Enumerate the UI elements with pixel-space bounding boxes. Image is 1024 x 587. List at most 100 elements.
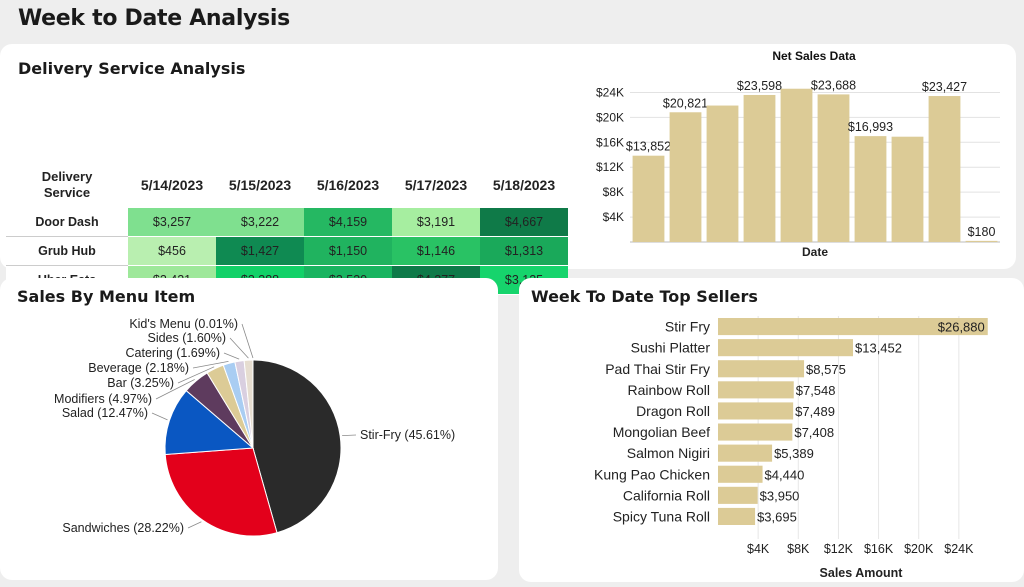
delivery-title: Delivery Service Analysis [18, 59, 246, 78]
top-sellers-title: Week To Date Top Sellers [531, 287, 758, 306]
top-seller-category: Mongolian Beef [613, 424, 710, 440]
corner-header: Delivery Service [6, 162, 128, 208]
top-seller-data-label: $26,880 [938, 320, 985, 335]
date-header: 5/18/2023 [492, 177, 556, 193]
top-seller-category: Kung Pao Chicken [594, 466, 710, 482]
delivery-cell: $1,150 [304, 236, 392, 266]
pie-slice [252, 359, 342, 534]
net-sales-bar [632, 155, 665, 242]
net-sales-data-label: $180 [968, 225, 996, 239]
pie-leader-line [342, 434, 357, 437]
top-seller-data-label: $7,408 [794, 425, 834, 440]
net-sales-bar [965, 240, 998, 242]
y-tick-label: $12K [596, 160, 624, 174]
net-sales-bar [854, 136, 887, 242]
delivery-table: Delivery Service 5/14/2023 5/15/2023 5/1… [6, 162, 568, 295]
y-tick-label: $4K [603, 210, 624, 224]
x-tick-label: $12K [824, 542, 854, 556]
top-seller-category: Rainbow Roll [628, 382, 710, 398]
corner-header-line: Delivery [41, 169, 93, 184]
net-sales-data-label: $13,852 [626, 140, 671, 154]
top-seller-category: Dragon Roll [636, 403, 710, 419]
delivery-cell: $1,146 [392, 236, 480, 266]
top-seller-category: Pad Thai Stir Fry [605, 361, 710, 377]
delivery-cell: $456 [128, 236, 216, 266]
top-sellers-x-label: Sales Amount [820, 566, 904, 580]
date-header: 5/16/2023 [316, 177, 380, 193]
delivery-cell: $3,257 [128, 208, 216, 237]
delivery-cell: $3,222 [216, 208, 304, 237]
pie-leader-line [187, 521, 202, 529]
delivery-cell: $1,313 [480, 236, 568, 266]
top-seller-bar [718, 486, 758, 504]
pie-slice-label: Bar (3.25%) [107, 376, 174, 390]
pie-slice-label: Catering (1.69%) [126, 346, 221, 360]
pie-leader-line [151, 412, 168, 421]
net-sales-title: Net Sales Data [772, 49, 856, 63]
delivery-cell: $4,159 [304, 208, 392, 237]
x-tick-label: $24K [944, 542, 974, 556]
y-tick-label: $24K [596, 85, 624, 99]
top-seller-bar [718, 402, 794, 420]
top-seller-bar [718, 465, 763, 483]
top-seller-data-label: $7,548 [796, 383, 836, 398]
net-sales-bar [780, 88, 813, 242]
net-sales-data-label: $23,427 [922, 80, 967, 94]
pie-slice-label: Stir-Fry (45.61%) [360, 428, 455, 442]
pie-slice-label: Modifiers (4.97%) [54, 392, 152, 406]
top-sellers-card: Week To Date Top Sellers $4K $8K $12K $16K $… [519, 278, 1024, 582]
pie-leader-line [229, 337, 249, 359]
net-sales-data-label: $23,688 [811, 78, 856, 92]
net-sales-data-label: $20,821 [663, 96, 708, 110]
date-header: 5/17/2023 [404, 177, 468, 193]
top-sellers-chart: $4K $8K $12K $16K $20K $24K Stir Fry $26,880 Sus… [594, 316, 988, 580]
top-seller-data-label: $3,950 [760, 488, 800, 503]
delivery-cell: $3,191 [392, 208, 480, 237]
date-header: 5/14/2023 [140, 177, 204, 193]
corner-header-line: Service [43, 185, 91, 200]
y-tick-label: $20K [596, 110, 624, 124]
x-tick-label: $16K [864, 542, 894, 556]
delivery-row: Door Dash $3,257 $3,222 $4,159 $3,191 $4,667 [6, 208, 568, 237]
net-sales-bar [817, 94, 850, 242]
delivery-row: Grub Hub $456 $1,427 $1,150 $1,146 $1,313 [6, 236, 568, 266]
delivery-card: Delivery Service Analysis Delivery Servi… [0, 44, 1016, 295]
pie-leader-line [241, 323, 254, 359]
page-title: Week to Date Analysis [18, 6, 290, 31]
top-seller-category: Spicy Tuna Roll [613, 508, 710, 524]
top-seller-data-label: $8,575 [806, 362, 846, 377]
delivery-cell: $4,667 [480, 208, 568, 237]
pie-slice-label: Sandwiches (28.22%) [62, 521, 184, 535]
pie-slice [164, 389, 255, 455]
pie-slice-label: Beverage (2.18%) [88, 361, 189, 375]
top-seller-bar [718, 360, 805, 378]
top-seller-bar [718, 318, 988, 336]
pie-slice-label: Salad (12.47%) [62, 406, 148, 420]
delivery-cell: $1,427 [216, 236, 304, 266]
net-sales-bar [928, 96, 961, 242]
net-sales-bar [743, 94, 776, 242]
top-seller-category: Sushi Platter [631, 340, 711, 356]
delivery-service-name: Door Dash [6, 208, 128, 237]
menu-item-card: Sales By Menu Item Stir-Fry (45.61%) Sand… [0, 278, 498, 580]
pie-slice [164, 447, 278, 537]
top-seller-category: Salmon Nigiri [627, 445, 710, 461]
date-header: 5/15/2023 [228, 177, 292, 193]
net-sales-bar [891, 136, 924, 242]
x-tick-label: $4K [747, 542, 770, 556]
y-tick-label: $16K [596, 135, 624, 149]
net-sales-chart: Net Sales Data $4K $8K $12K $16K $20K $24K $13,… [596, 49, 1000, 259]
net-sales-bar [706, 105, 739, 242]
top-seller-category: Stir Fry [665, 319, 710, 335]
top-seller-category: California Roll [623, 487, 710, 503]
menu-item-pie-chart: Stir-Fry (45.61%) Sandwiches (28.22%) Sala… [54, 317, 455, 537]
pie-leader-line [177, 366, 215, 384]
y-tick-label: $8K [603, 185, 624, 199]
pie-slice-label: Kid's Menu (0.01%) [129, 317, 238, 331]
net-sales-data-label: $16,993 [848, 120, 893, 134]
x-tick-label: $8K [787, 542, 810, 556]
delivery-service-name: Grub Hub [6, 236, 128, 266]
net-sales-data-label: $23,598 [737, 79, 782, 93]
net-sales-bar [669, 112, 702, 242]
pie-slice-label: Sides (1.60%) [147, 331, 226, 345]
